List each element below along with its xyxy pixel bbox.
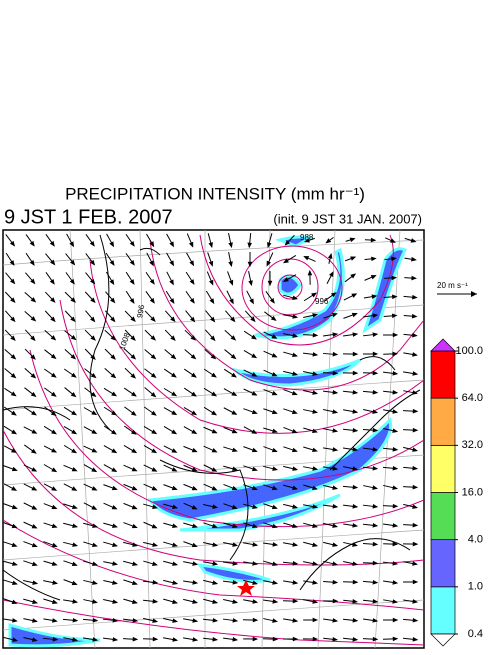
- isobar-label: 996: [315, 297, 329, 306]
- colorbar-tick-label: 16.0: [462, 486, 483, 498]
- colorbar-over: [431, 339, 455, 351]
- colorbar-tick-label: 32.0: [462, 439, 483, 451]
- colorbar-segment: [431, 540, 455, 587]
- colorbar-segment: [431, 493, 455, 540]
- colorbar-tick-label: 100.0: [455, 345, 483, 357]
- init-time: (init. 9 JST 31 JAN. 2007): [273, 211, 422, 226]
- valid-time: 9 JST 1 FEB. 2007: [4, 206, 173, 228]
- colorbar-segment: [431, 587, 455, 634]
- colorbar-segment: [431, 445, 455, 492]
- colorbar-tick-label: 4.0: [468, 534, 483, 546]
- title: PRECIPITATION INTENSITY (mm hr⁻¹): [65, 184, 365, 203]
- wind-scale-head: [471, 291, 477, 297]
- colorbar-tick-label: 0.4: [468, 628, 483, 640]
- wind-scale: 20 m s⁻¹: [437, 281, 477, 297]
- colorbar-under: [431, 634, 455, 646]
- colorbar-segment: [431, 351, 455, 398]
- isobar-label: 988: [300, 233, 314, 242]
- colorbar: 0.4 1.0 4.0 16.0 32.0 64.0 100.0: [431, 339, 483, 646]
- colorbar-tick-label: 1.0: [468, 581, 483, 593]
- wind-scale-label: 20 m s⁻¹: [437, 281, 468, 290]
- colorbar-segment: [431, 398, 455, 445]
- colorbar-tick-label: 64.0: [462, 392, 483, 404]
